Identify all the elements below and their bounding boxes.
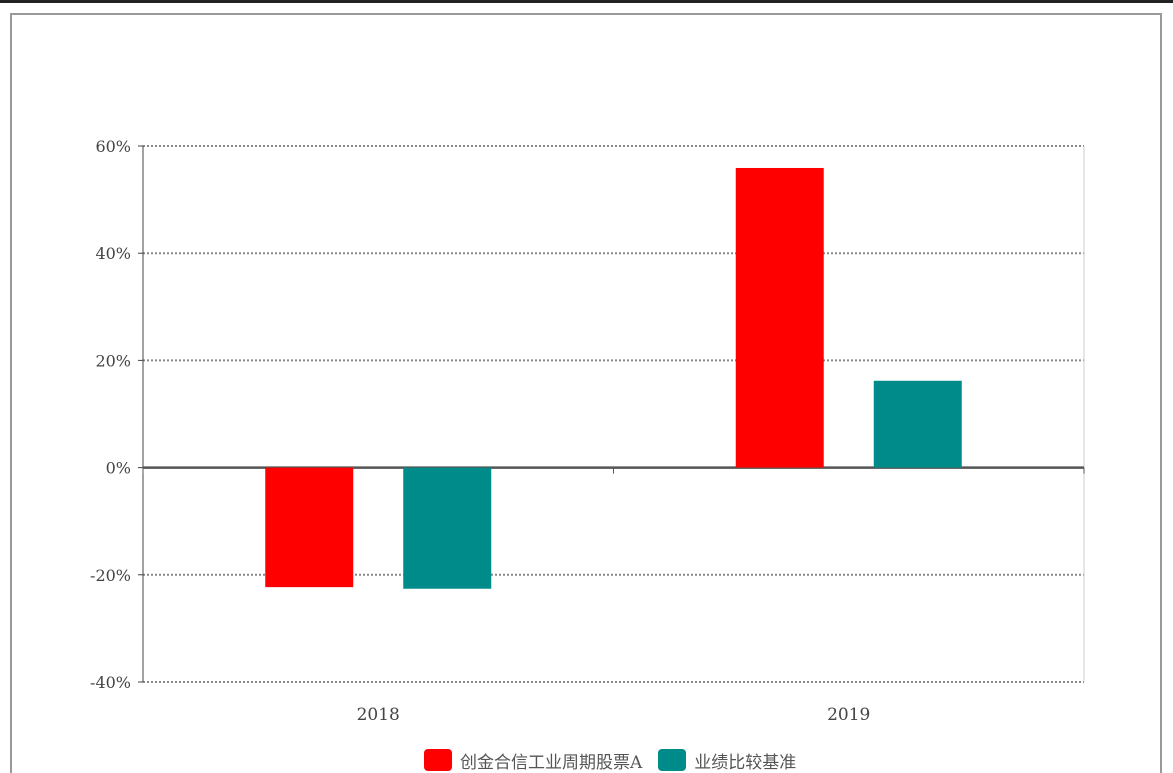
bar-benchmark-2018 xyxy=(403,467,492,589)
top-rule xyxy=(0,0,1173,3)
bar-fund-2019 xyxy=(735,167,824,468)
x-tick-label: 2018 xyxy=(357,705,400,725)
bars xyxy=(265,167,962,589)
legend-label-fund: 创金合信工业周期股票A xyxy=(460,752,643,773)
legend-item-fund: 创金合信工业周期股票A xyxy=(424,748,642,773)
y-tick-labels: 60% 40% 20% 0% -20% -40% xyxy=(90,137,131,692)
y-tick-label: 0% xyxy=(106,459,131,478)
y-tick-label: 20% xyxy=(95,351,131,370)
legend: 创金合信工业周期股票A 业绩比较基准 xyxy=(424,748,802,773)
legend-label-benchmark: 业绩比较基准 xyxy=(694,752,797,773)
legend-item-benchmark: 业绩比较基准 xyxy=(658,748,796,773)
chart-frame xyxy=(10,13,1162,773)
legend-swatch-fund xyxy=(424,749,452,771)
bar-benchmark-2019 xyxy=(873,380,962,468)
x-tick-label: 2019 xyxy=(827,705,870,725)
legend-swatch-benchmark xyxy=(658,749,687,771)
y-tick-label: 40% xyxy=(95,244,131,263)
bar-fund-2018 xyxy=(265,467,354,588)
y-tick-label: 60% xyxy=(95,137,131,156)
y-tick-label: -40% xyxy=(90,673,131,692)
y-tick-label: -20% xyxy=(90,566,131,585)
x-tick-labels: 2018 2019 xyxy=(357,705,871,725)
